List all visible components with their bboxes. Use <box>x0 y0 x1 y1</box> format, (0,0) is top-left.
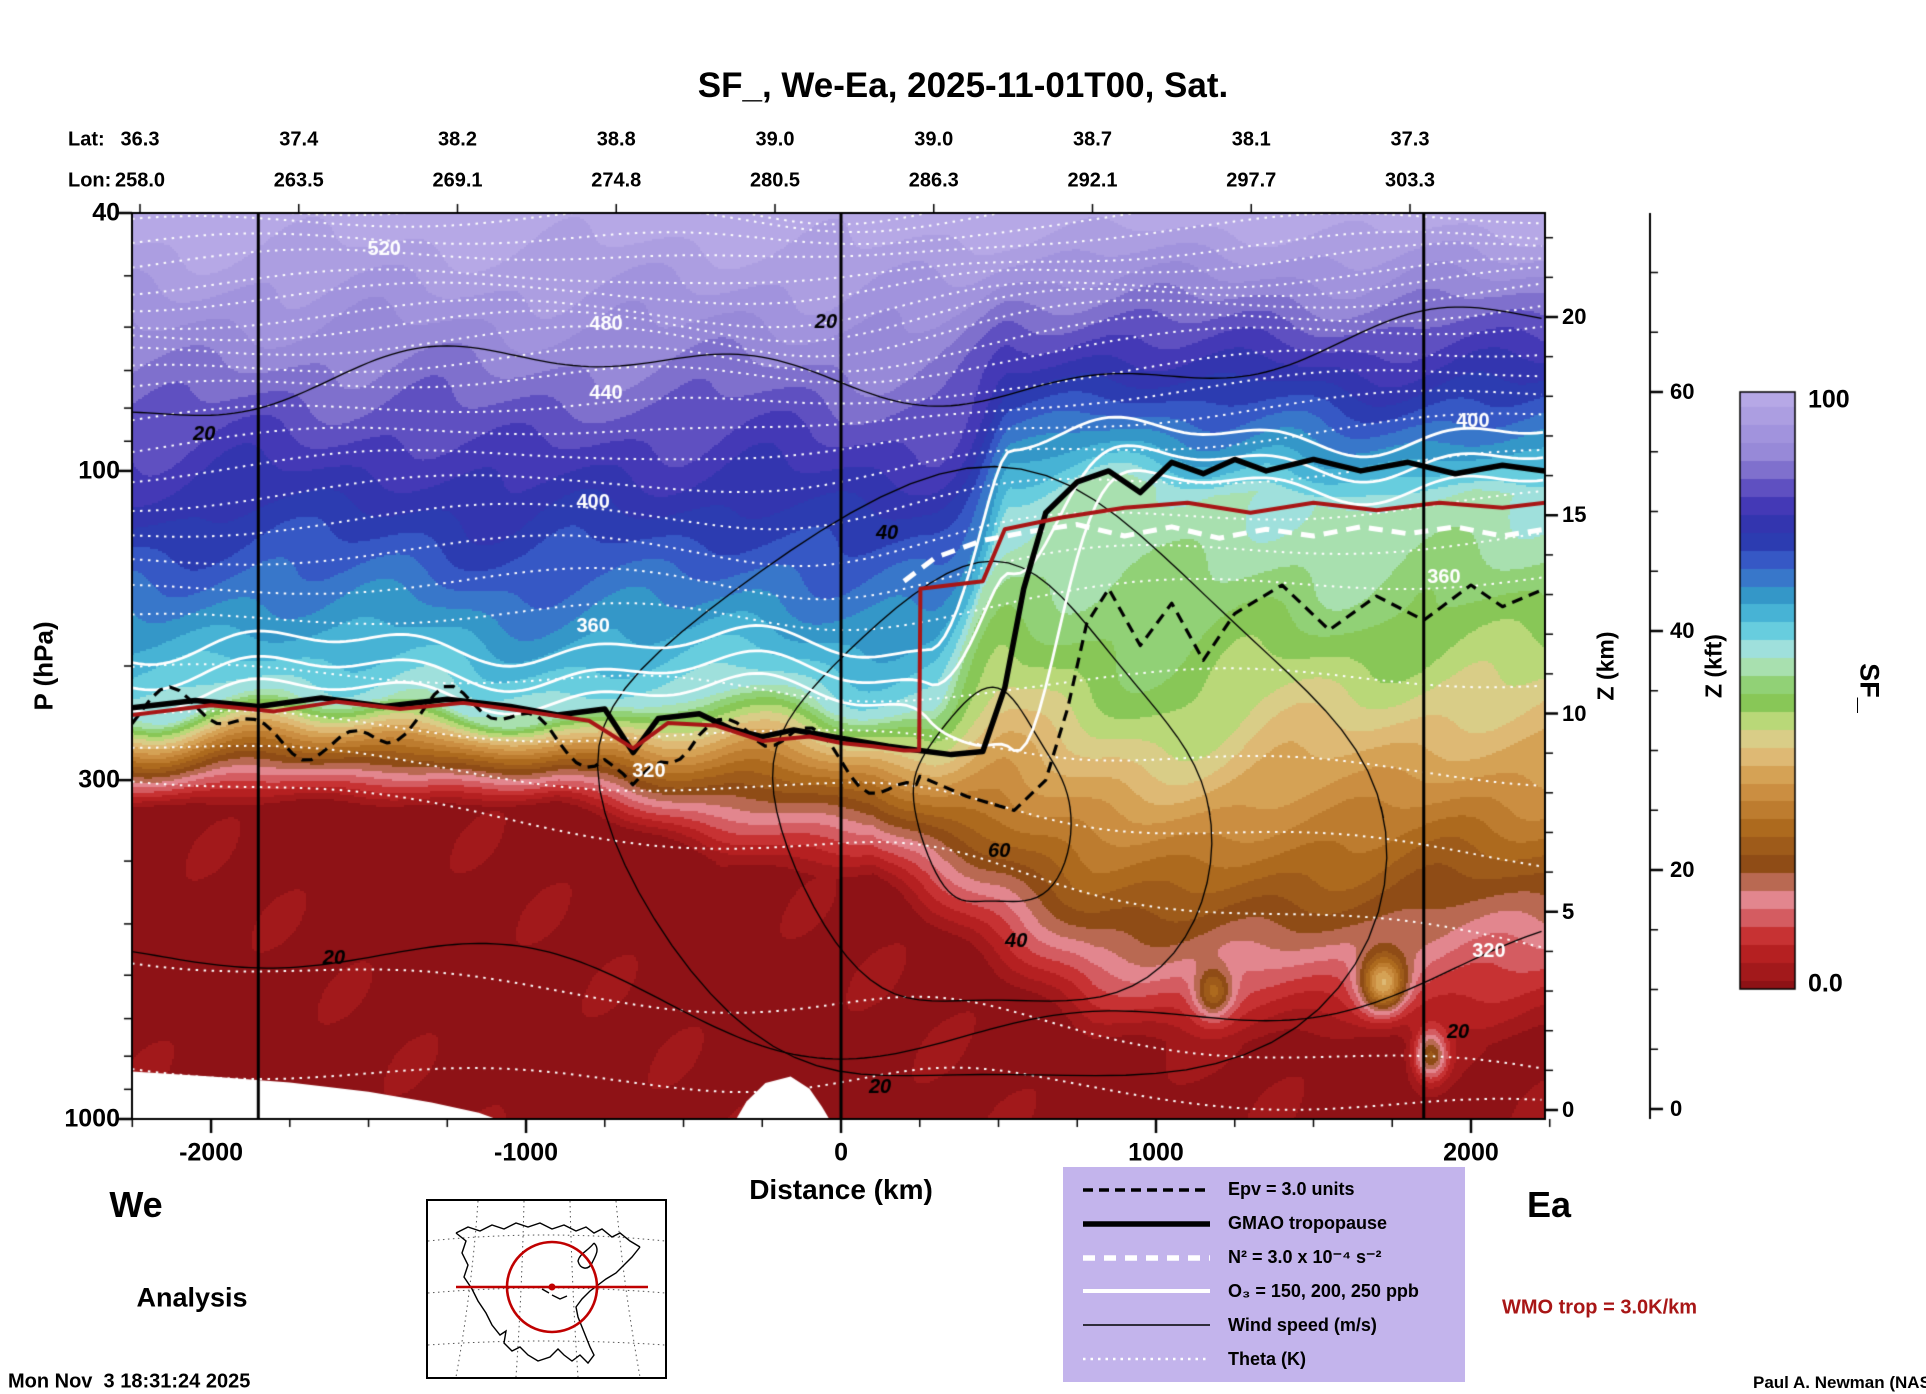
lon-value: 303.3 <box>1384 169 1436 192</box>
distance-tick-label: 1000 <box>1128 1138 1184 1167</box>
wmo-trop-note: WMO trop = 3.0K/km <box>1502 1296 1698 1319</box>
altitude-kft-tick-label: 0 <box>1670 1096 1683 1121</box>
altitude-km-axis-title: Z (km) <box>1592 631 1619 701</box>
n2-line-sample <box>1083 1254 1210 1261</box>
legend-entry-label: N² = 3.0 x 10⁻⁴ s⁻² <box>1228 1247 1382 1268</box>
map-coastline <box>455 1222 641 1365</box>
lat-value: 37.3 <box>1390 128 1430 151</box>
distance-tick-label: -2000 <box>179 1138 244 1167</box>
altitude-kft-tick-label: 60 <box>1670 379 1695 404</box>
altitude-km-tick-label: 0 <box>1562 1097 1575 1122</box>
legend-entry-epv: Epv = 3.0 units <box>1079 1179 1459 1200</box>
legend-entry-gmao: GMAO tropopause <box>1079 1213 1459 1234</box>
pressure-tick-label: 40 <box>92 198 120 227</box>
cross-section-track <box>456 1240 648 1334</box>
lon-value: 297.7 <box>1226 169 1277 192</box>
epv-line-sample <box>1083 1188 1210 1192</box>
legend-entry-label: Theta (K) <box>1228 1348 1306 1369</box>
legend-entry-label: GMAO tropopause <box>1228 1213 1388 1234</box>
theta-line-sample <box>1083 1357 1210 1361</box>
pressure-tick-label: 300 <box>78 765 120 794</box>
lon-value: 292.1 <box>1067 169 1118 192</box>
west-end-label: We <box>109 1184 163 1225</box>
lon-value: 280.5 <box>749 169 801 192</box>
lon-value: 269.1 <box>432 169 483 192</box>
lon-value: 263.5 <box>273 169 324 192</box>
lon-value: 274.8 <box>591 169 642 192</box>
colorbar-title: SF_ <box>1854 663 1885 713</box>
legend-entry-n2: N² = 3.0 x 10⁻⁴ s⁻² <box>1079 1247 1459 1268</box>
legend-entry-label: Epv = 3.0 units <box>1228 1179 1355 1200</box>
pressure-tick-label: 100 <box>78 456 120 485</box>
distance-tick-label: -1000 <box>494 1138 559 1167</box>
lat-value: 39.0 <box>755 128 795 151</box>
map-graticule <box>427 1200 666 1378</box>
credit: Paul A. Newman (NASA <box>1753 1373 1926 1392</box>
map-inset <box>426 1199 667 1379</box>
distance-axis-title: Distance (km) <box>749 1174 933 1205</box>
altitude-kft-tick-label: 20 <box>1670 857 1695 882</box>
lat-value: 38.1 <box>1231 128 1271 151</box>
legend-entry-label: O₃ = 150, 200, 250 ppb <box>1228 1280 1419 1301</box>
lat-value: 38.8 <box>596 128 636 151</box>
colorbar-max-label: 100 <box>1808 385 1850 414</box>
lon-value: 286.3 <box>908 169 959 192</box>
plot-title: SF_, We-Ea, 2025-11-01T00, Sat. <box>697 66 1229 105</box>
lat-axis-prefix: Lat: <box>68 128 105 151</box>
altitude-km-tick-label: 10 <box>1562 700 1587 726</box>
legend: Epv = 3.0 units GMAO tropopause N² = 3.0… <box>1063 1167 1465 1382</box>
lat-value: 38.7 <box>1073 128 1112 151</box>
colorbar-min-label: 0.0 <box>1808 969 1843 998</box>
altitude-kft-axis-title: Z (kft) <box>1700 634 1727 698</box>
legend-entry-theta: Theta (K) <box>1079 1349 1459 1370</box>
wind-speed-line-sample <box>1083 1324 1210 1326</box>
lon-value: 258.0 <box>114 169 166 192</box>
analysis-label: Analysis <box>136 1282 248 1313</box>
altitude-kft-tick-label: 40 <box>1670 618 1695 643</box>
altitude-km-tick-label: 15 <box>1562 502 1587 528</box>
lat-value: 38.2 <box>438 128 477 151</box>
distance-tick-label: 2000 <box>1443 1138 1499 1167</box>
map-border <box>426 1199 667 1379</box>
pressure-axis-title: P (hPa) <box>28 621 59 711</box>
east-end-label: Ea <box>1526 1184 1572 1225</box>
lon-axis-prefix: Lon: <box>68 169 112 192</box>
lat-value: 37.4 <box>279 128 319 151</box>
timestamp: Mon Nov 3 18:31:24 2025 <box>8 1370 251 1393</box>
legend-entry-wind: Wind speed (m/s) <box>1079 1315 1459 1336</box>
ozone-line-sample <box>1083 1289 1210 1294</box>
altitude-km-tick-label: 5 <box>1562 898 1575 924</box>
pressure-tick-label: 1000 <box>64 1104 120 1133</box>
legend-entry-label: Wind speed (m/s) <box>1228 1314 1377 1335</box>
lat-value: 36.3 <box>120 128 160 151</box>
distance-tick-label: 0 <box>834 1138 848 1167</box>
altitude-km-tick-label: 20 <box>1562 304 1587 329</box>
gmao-tropopause-line-sample <box>1083 1220 1210 1227</box>
lat-value: 39.0 <box>914 128 954 151</box>
legend-entry-o3: O₃ = 150, 200, 250 ppb <box>1079 1281 1459 1302</box>
